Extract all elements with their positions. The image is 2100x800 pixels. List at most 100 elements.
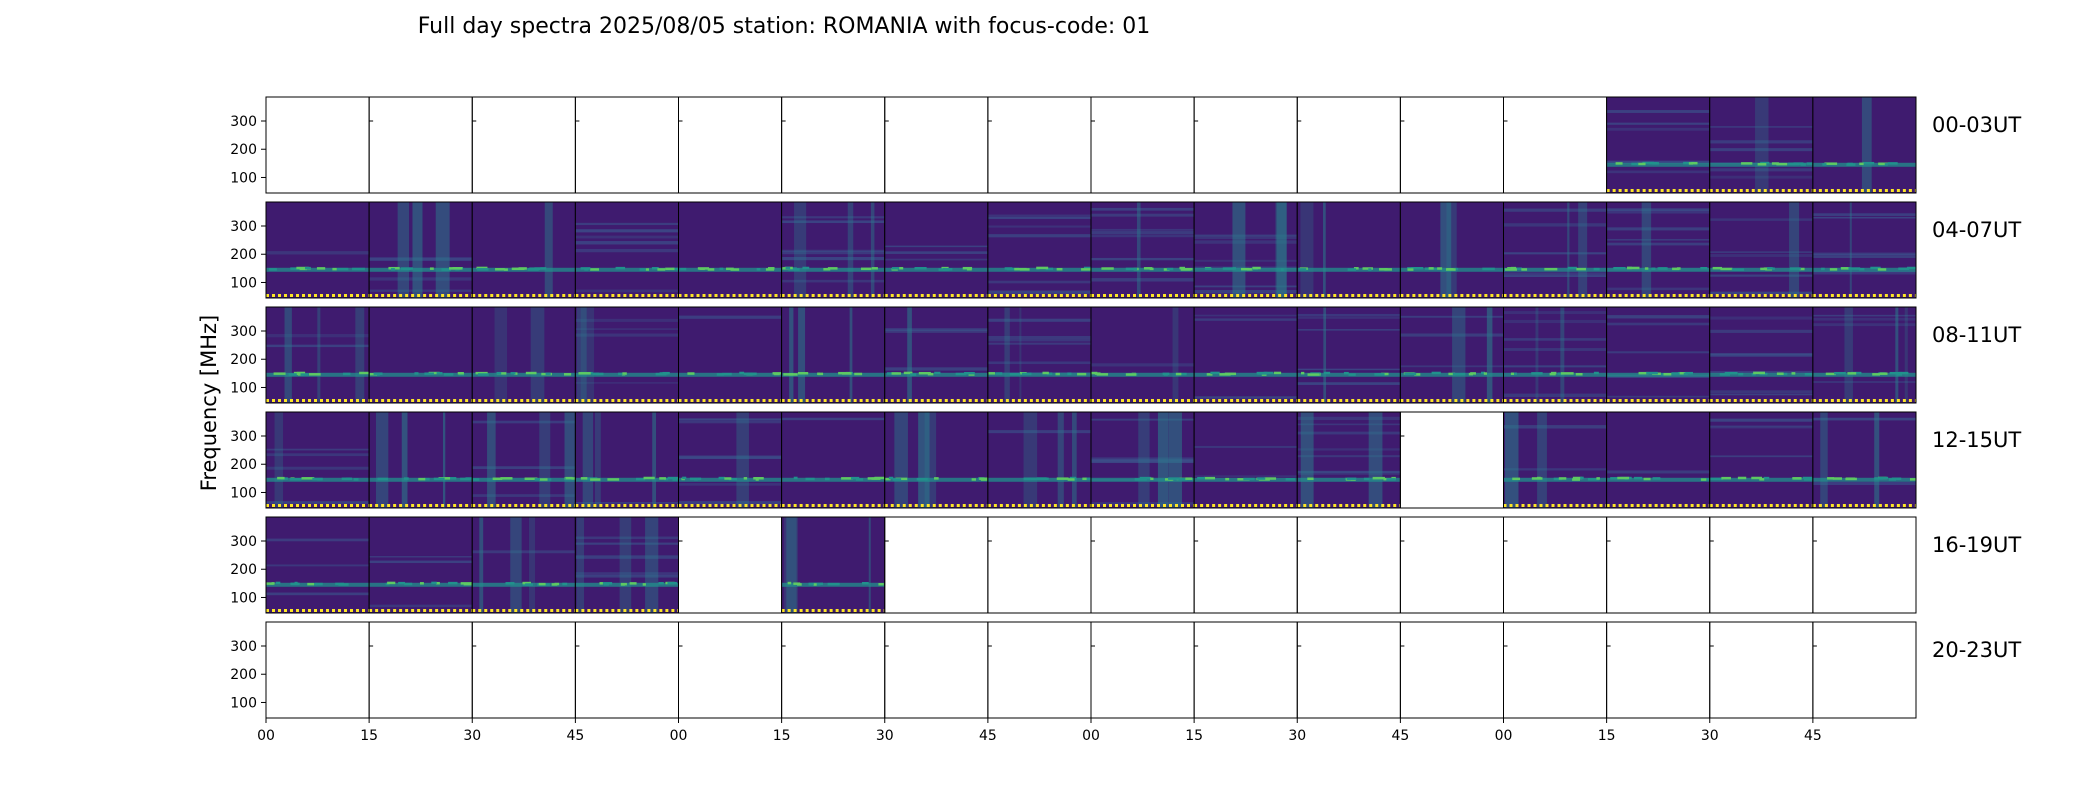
emission-burst <box>1763 267 1771 270</box>
band-marker <box>1097 504 1100 507</box>
emission-burst <box>315 582 323 586</box>
band-marker <box>1278 294 1282 297</box>
band-marker <box>1624 189 1628 192</box>
band-marker <box>1818 399 1822 402</box>
emission-burst <box>1712 266 1722 270</box>
band-marker <box>1091 504 1094 507</box>
row-label: 16-19UT <box>1932 533 2021 557</box>
spectrum-stripe <box>1606 315 1710 319</box>
emission-burst <box>615 266 626 270</box>
band-marker <box>581 609 585 612</box>
band-marker <box>1896 189 1900 192</box>
panel-frame <box>1812 411 1917 509</box>
emission-burst <box>1139 476 1152 480</box>
band-marker <box>865 294 869 297</box>
spectrum-band <box>1537 412 1547 508</box>
emission-burst <box>477 373 489 376</box>
panel-frame <box>1296 96 1401 194</box>
band-marker <box>447 294 451 297</box>
emission-burst <box>271 582 275 585</box>
emission-burst <box>916 477 928 481</box>
band-marker <box>726 504 730 507</box>
emission-burst <box>1252 266 1261 270</box>
band-marker <box>575 294 579 297</box>
spectrum-stripe <box>781 220 885 224</box>
band-marker <box>1375 399 1379 402</box>
emission-burst <box>1046 372 1053 376</box>
spectrum-stripe <box>1400 315 1504 318</box>
band-marker <box>375 609 379 612</box>
band-marker <box>787 504 791 507</box>
band-marker <box>1242 504 1246 507</box>
band-marker <box>1503 399 1507 402</box>
spectrum-stripe <box>1091 363 1195 367</box>
emission-burst <box>1776 372 1784 375</box>
band-marker <box>417 504 421 507</box>
band-marker <box>1224 294 1228 297</box>
emission-burst <box>1206 373 1213 376</box>
band-marker <box>799 294 803 297</box>
emission-burst <box>1307 477 1314 481</box>
band-marker <box>393 504 397 507</box>
band-marker <box>1091 294 1094 297</box>
band-marker <box>1145 504 1148 507</box>
emission-burst <box>645 268 650 271</box>
spectrum-image <box>1812 202 1916 298</box>
band-marker <box>1781 504 1785 507</box>
band-marker <box>611 294 615 297</box>
band-marker <box>465 609 469 612</box>
spectrum-background <box>472 202 576 298</box>
spectrum-band <box>1072 412 1077 508</box>
spectrum-panel <box>265 621 370 719</box>
band-marker <box>1254 399 1258 402</box>
emission-burst <box>1652 477 1661 480</box>
spectrum-panel <box>265 411 370 509</box>
band-marker <box>1836 294 1840 297</box>
emission-burst <box>699 267 705 271</box>
row-label: 08-11UT <box>1932 323 2021 347</box>
band-marker <box>484 504 488 507</box>
band-marker <box>1297 294 1301 297</box>
band-marker <box>829 609 833 612</box>
emission-burst <box>895 477 908 481</box>
spectrum-image <box>1297 202 1401 298</box>
emission-burst <box>1185 477 1193 480</box>
emission-burst <box>511 267 525 271</box>
spectrum-panel <box>781 516 886 614</box>
spectrum-stripe <box>1709 329 1813 333</box>
emission-burst <box>655 372 667 376</box>
band-marker <box>1763 399 1767 402</box>
band-marker <box>696 294 700 297</box>
emission-burst <box>1210 371 1220 375</box>
band-marker <box>1824 294 1828 297</box>
band-marker <box>1745 294 1749 297</box>
spectrum-panel <box>574 306 679 404</box>
emission-burst <box>1776 162 1788 166</box>
emission-burst <box>1386 478 1396 481</box>
band-marker <box>1041 399 1045 402</box>
band-marker <box>1065 294 1069 297</box>
spectrum-panel <box>471 516 576 614</box>
emission-burst <box>680 267 687 271</box>
band-marker <box>859 609 863 612</box>
spectrum-stripe <box>1709 390 1813 394</box>
emission-burst <box>1799 267 1805 271</box>
band-marker <box>774 294 778 297</box>
band-marker <box>1690 504 1694 507</box>
emission-burst <box>687 372 695 375</box>
band-marker <box>974 294 978 297</box>
spectrum-stripe <box>575 555 679 559</box>
band-marker <box>1727 504 1731 507</box>
band-marker <box>835 504 839 507</box>
band-marker <box>1381 399 1385 402</box>
spectrum-stripe <box>1503 208 1607 212</box>
spectrum-band <box>1157 412 1169 508</box>
emission-burst <box>1841 267 1849 270</box>
band-marker <box>599 294 603 297</box>
band-marker <box>762 504 766 507</box>
band-marker <box>732 294 736 297</box>
band-marker <box>1684 504 1688 507</box>
emission-burst <box>1225 477 1230 481</box>
spectrum-stripe <box>1606 395 1710 398</box>
band-marker <box>1272 294 1276 297</box>
